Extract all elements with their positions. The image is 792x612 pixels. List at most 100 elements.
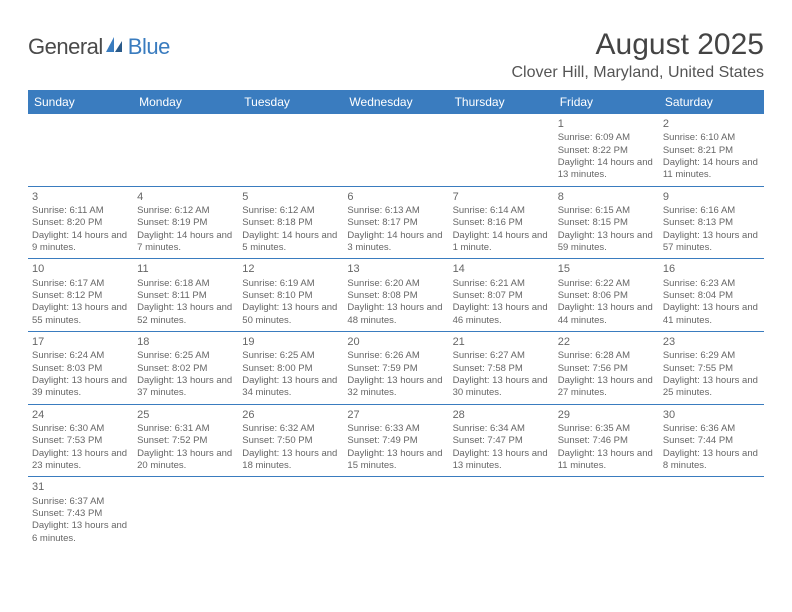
- weekday-header: Thursday: [449, 90, 554, 114]
- sunrise: Sunrise: 6:12 AM: [137, 205, 234, 217]
- daylight: Daylight: 13 hours and 20 minutes.: [137, 448, 234, 473]
- day-cell: 9Sunrise: 6:16 AMSunset: 8:13 PMDaylight…: [659, 187, 764, 259]
- week-row: 3Sunrise: 6:11 AMSunset: 8:20 PMDaylight…: [28, 187, 764, 260]
- sunrise: Sunrise: 6:13 AM: [347, 205, 444, 217]
- sunrise: Sunrise: 6:18 AM: [137, 278, 234, 290]
- day-cell: 26Sunrise: 6:32 AMSunset: 7:50 PMDayligh…: [238, 405, 343, 477]
- daylight: Daylight: 13 hours and 46 minutes.: [453, 302, 550, 327]
- header: General Blue August 2025 Clover Hill, Ma…: [28, 28, 764, 82]
- empty-cell: [28, 114, 133, 186]
- day-cell: 12Sunrise: 6:19 AMSunset: 8:10 PMDayligh…: [238, 259, 343, 331]
- sunrise: Sunrise: 6:28 AM: [558, 350, 655, 362]
- sunset: Sunset: 8:20 PM: [32, 217, 129, 229]
- day-cell: 30Sunrise: 6:36 AMSunset: 7:44 PMDayligh…: [659, 405, 764, 477]
- sunset: Sunset: 7:55 PM: [663, 363, 760, 375]
- daylight: Daylight: 13 hours and 25 minutes.: [663, 375, 760, 400]
- day-number: 9: [663, 190, 760, 204]
- sunset: Sunset: 7:46 PM: [558, 435, 655, 447]
- day-cell: 29Sunrise: 6:35 AMSunset: 7:46 PMDayligh…: [554, 405, 659, 477]
- daylight: Daylight: 13 hours and 30 minutes.: [453, 375, 550, 400]
- daylight: Daylight: 13 hours and 34 minutes.: [242, 375, 339, 400]
- day-number: 20: [347, 335, 444, 349]
- sunrise: Sunrise: 6:29 AM: [663, 350, 760, 362]
- daylight: Daylight: 13 hours and 59 minutes.: [558, 230, 655, 255]
- sunrise: Sunrise: 6:25 AM: [137, 350, 234, 362]
- daylight: Daylight: 13 hours and 27 minutes.: [558, 375, 655, 400]
- sunrise: Sunrise: 6:31 AM: [137, 423, 234, 435]
- sunrise: Sunrise: 6:34 AM: [453, 423, 550, 435]
- day-cell: 4Sunrise: 6:12 AMSunset: 8:19 PMDaylight…: [133, 187, 238, 259]
- daylight: Daylight: 13 hours and 41 minutes.: [663, 302, 760, 327]
- day-number: 1: [558, 117, 655, 131]
- empty-cell: [238, 477, 343, 549]
- calendar-grid: Sunday Monday Tuesday Wednesday Thursday…: [28, 90, 764, 549]
- sunset: Sunset: 8:22 PM: [558, 145, 655, 157]
- day-number: 15: [558, 262, 655, 276]
- daylight: Daylight: 13 hours and 52 minutes.: [137, 302, 234, 327]
- day-cell: 1Sunrise: 6:09 AMSunset: 8:22 PMDaylight…: [554, 114, 659, 186]
- day-number: 26: [242, 408, 339, 422]
- empty-cell: [133, 114, 238, 186]
- day-cell: 5Sunrise: 6:12 AMSunset: 8:18 PMDaylight…: [238, 187, 343, 259]
- sunset: Sunset: 8:12 PM: [32, 290, 129, 302]
- day-cell: 16Sunrise: 6:23 AMSunset: 8:04 PMDayligh…: [659, 259, 764, 331]
- daylight: Daylight: 13 hours and 50 minutes.: [242, 302, 339, 327]
- day-number: 25: [137, 408, 234, 422]
- sunrise: Sunrise: 6:11 AM: [32, 205, 129, 217]
- daylight: Daylight: 13 hours and 32 minutes.: [347, 375, 444, 400]
- weekday-header: Saturday: [659, 90, 764, 114]
- daylight: Daylight: 14 hours and 7 minutes.: [137, 230, 234, 255]
- day-cell: 18Sunrise: 6:25 AMSunset: 8:02 PMDayligh…: [133, 332, 238, 404]
- sunset: Sunset: 8:02 PM: [137, 363, 234, 375]
- sunrise: Sunrise: 6:16 AM: [663, 205, 760, 217]
- day-number: 12: [242, 262, 339, 276]
- daylight: Daylight: 13 hours and 13 minutes.: [453, 448, 550, 473]
- month-title: August 2025: [511, 28, 764, 62]
- empty-cell: [554, 477, 659, 549]
- sunset: Sunset: 8:21 PM: [663, 145, 760, 157]
- day-cell: 15Sunrise: 6:22 AMSunset: 8:06 PMDayligh…: [554, 259, 659, 331]
- sunset: Sunset: 7:44 PM: [663, 435, 760, 447]
- day-cell: 6Sunrise: 6:13 AMSunset: 8:17 PMDaylight…: [343, 187, 448, 259]
- day-number: 29: [558, 408, 655, 422]
- weekday-header: Tuesday: [238, 90, 343, 114]
- day-number: 22: [558, 335, 655, 349]
- sunset: Sunset: 8:17 PM: [347, 217, 444, 229]
- calendar-page: General Blue August 2025 Clover Hill, Ma…: [0, 0, 792, 549]
- sunrise: Sunrise: 6:12 AM: [242, 205, 339, 217]
- day-cell: 7Sunrise: 6:14 AMSunset: 8:16 PMDaylight…: [449, 187, 554, 259]
- daylight: Daylight: 13 hours and 11 minutes.: [558, 448, 655, 473]
- sunrise: Sunrise: 6:22 AM: [558, 278, 655, 290]
- logo-text-general: General: [28, 34, 103, 60]
- day-number: 2: [663, 117, 760, 131]
- empty-cell: [343, 477, 448, 549]
- logo-text-blue: Blue: [128, 34, 170, 60]
- sunset: Sunset: 8:18 PM: [242, 217, 339, 229]
- sunrise: Sunrise: 6:10 AM: [663, 132, 760, 144]
- day-number: 21: [453, 335, 550, 349]
- day-number: 18: [137, 335, 234, 349]
- day-number: 28: [453, 408, 550, 422]
- location: Clover Hill, Maryland, United States: [511, 64, 764, 82]
- sunset: Sunset: 8:08 PM: [347, 290, 444, 302]
- sunrise: Sunrise: 6:17 AM: [32, 278, 129, 290]
- day-number: 17: [32, 335, 129, 349]
- daylight: Daylight: 13 hours and 57 minutes.: [663, 230, 760, 255]
- day-number: 24: [32, 408, 129, 422]
- sunrise: Sunrise: 6:20 AM: [347, 278, 444, 290]
- day-cell: 11Sunrise: 6:18 AMSunset: 8:11 PMDayligh…: [133, 259, 238, 331]
- day-cell: 17Sunrise: 6:24 AMSunset: 8:03 PMDayligh…: [28, 332, 133, 404]
- sunset: Sunset: 7:50 PM: [242, 435, 339, 447]
- weekday-header: Monday: [133, 90, 238, 114]
- weekday-header: Wednesday: [343, 90, 448, 114]
- day-number: 5: [242, 190, 339, 204]
- daylight: Daylight: 13 hours and 44 minutes.: [558, 302, 655, 327]
- day-cell: 22Sunrise: 6:28 AMSunset: 7:56 PMDayligh…: [554, 332, 659, 404]
- daylight: Daylight: 13 hours and 6 minutes.: [32, 520, 129, 545]
- day-number: 8: [558, 190, 655, 204]
- sunrise: Sunrise: 6:37 AM: [32, 496, 129, 508]
- sunset: Sunset: 8:15 PM: [558, 217, 655, 229]
- daylight: Daylight: 14 hours and 13 minutes.: [558, 157, 655, 182]
- week-row: 1Sunrise: 6:09 AMSunset: 8:22 PMDaylight…: [28, 114, 764, 187]
- sunset: Sunset: 8:16 PM: [453, 217, 550, 229]
